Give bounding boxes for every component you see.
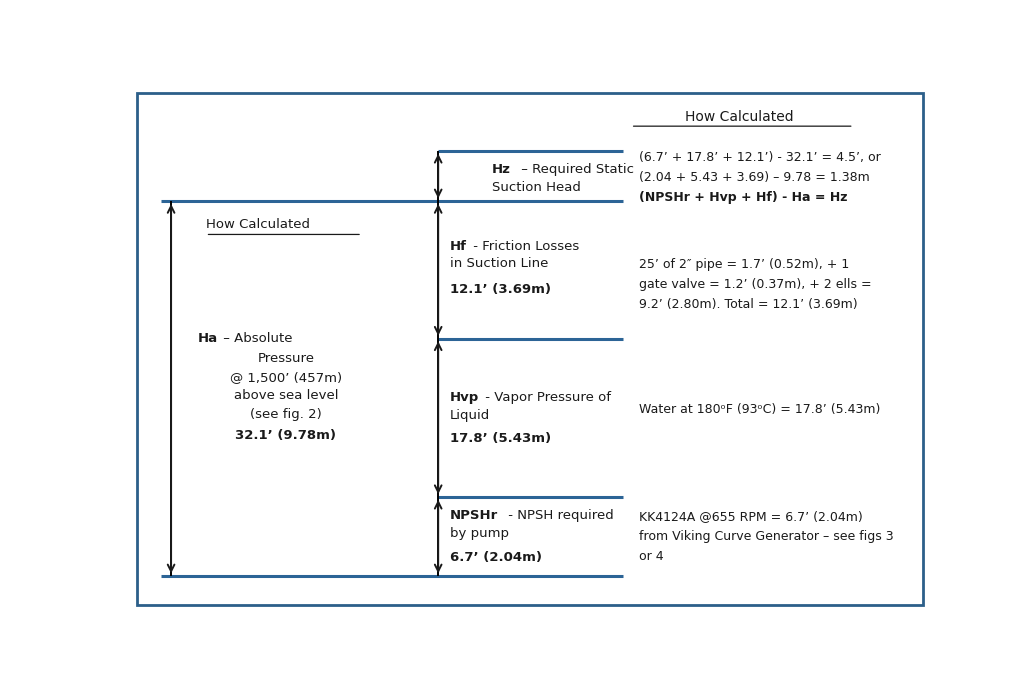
Text: from Viking Curve Generator – see figs 3: from Viking Curve Generator – see figs 3 [639, 530, 893, 543]
Text: Liquid: Liquid [450, 409, 491, 422]
Text: 6.7’ (2.04m): 6.7’ (2.04m) [450, 552, 542, 564]
Text: Ha: Ha [198, 332, 217, 345]
Text: Pressure: Pressure [258, 351, 315, 364]
FancyBboxPatch shape [138, 93, 923, 605]
Text: Hvp: Hvp [450, 391, 479, 404]
Text: 9.2’ (2.80m). Total = 12.1’ (3.69m): 9.2’ (2.80m). Total = 12.1’ (3.69m) [639, 298, 857, 311]
Text: How Calculated: How Calculated [685, 110, 793, 123]
Text: or 4: or 4 [639, 550, 663, 563]
Text: Hf: Hf [450, 239, 467, 252]
Text: @ 1,500’ (457m): @ 1,500’ (457m) [230, 370, 342, 383]
Text: - Vapor Pressure of: - Vapor Pressure of [480, 391, 611, 404]
Text: 17.8’ (5.43m): 17.8’ (5.43m) [450, 432, 552, 445]
Text: in Suction Line: in Suction Line [450, 257, 549, 270]
Text: - Friction Losses: - Friction Losses [469, 239, 579, 252]
Text: above sea level: above sea level [234, 389, 338, 402]
Text: – Required Static: – Required Static [516, 163, 633, 176]
Text: (see fig. 2): (see fig. 2) [249, 407, 322, 421]
Text: NPSHr: NPSHr [450, 509, 499, 522]
Text: Suction Head: Suction Head [492, 181, 581, 194]
Text: Hz: Hz [492, 163, 511, 176]
Text: (NPSHr + Hvp + Hf) - Ha = Hz: (NPSHr + Hvp + Hf) - Ha = Hz [639, 191, 848, 204]
Text: 25’ of 2″ pipe = 1.7’ (0.52m), + 1: 25’ of 2″ pipe = 1.7’ (0.52m), + 1 [639, 258, 849, 271]
Text: (6.7’ + 17.8’ + 12.1’) - 32.1’ = 4.5’, or: (6.7’ + 17.8’ + 12.1’) - 32.1’ = 4.5’, o… [639, 151, 881, 164]
Text: KK4124A @655 RPM = 6.7’ (2.04m): KK4124A @655 RPM = 6.7’ (2.04m) [639, 510, 862, 523]
Text: Water at 180ᵒF (93ᵒC) = 17.8’ (5.43m): Water at 180ᵒF (93ᵒC) = 17.8’ (5.43m) [639, 403, 880, 416]
Text: 12.1’ (3.69m): 12.1’ (3.69m) [450, 283, 552, 296]
Text: by pump: by pump [450, 528, 509, 541]
Text: gate valve = 1.2’ (0.37m), + 2 ells =: gate valve = 1.2’ (0.37m), + 2 ells = [639, 278, 871, 291]
Text: How Calculated: How Calculated [206, 218, 309, 231]
Text: (2.04 + 5.43 + 3.69) – 9.78 = 1.38m: (2.04 + 5.43 + 3.69) – 9.78 = 1.38m [639, 171, 869, 184]
Text: – Absolute: – Absolute [219, 332, 293, 345]
Text: - NPSH required: - NPSH required [504, 509, 614, 522]
Text: 32.1’ (9.78m): 32.1’ (9.78m) [235, 429, 336, 442]
